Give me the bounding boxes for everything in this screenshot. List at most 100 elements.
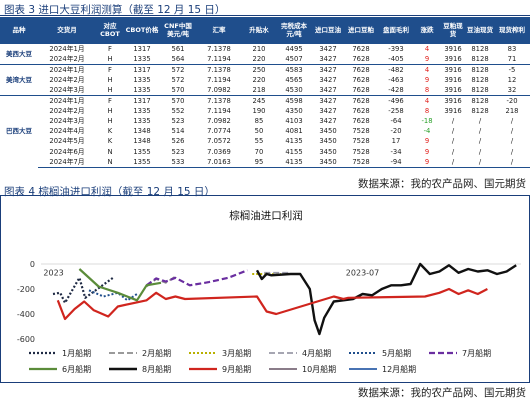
y-tick-label: -400	[17, 310, 35, 319]
table-cell: 7628	[344, 94, 378, 106]
table-cell: /	[440, 156, 466, 168]
table-cell: 7.1378	[196, 94, 242, 106]
table-header-cell: 豆油现货	[466, 17, 494, 43]
table-cell: 50	[254, 127, 264, 136]
table-cell: 523	[171, 116, 185, 125]
series-line-0	[52, 276, 114, 304]
table-cell: 3427	[312, 42, 344, 54]
table-cell: 3427	[312, 63, 344, 75]
table-cell: 3427	[319, 54, 337, 63]
table-cell: 9	[424, 54, 430, 63]
table-cell: K	[107, 127, 113, 136]
table-cell: -393	[378, 42, 414, 54]
table-cell: 552	[171, 106, 185, 115]
table-cell: 1335	[133, 75, 151, 84]
table-cell: 4598	[276, 94, 312, 106]
table-cell: 8128	[471, 75, 489, 84]
table-cell: 8128	[466, 42, 494, 54]
table-row: 2024年2月 H 1335 564 7.1194 220 4507 3427 7628 -405…	[0, 54, 530, 65]
table-cell: 3450	[319, 127, 337, 136]
table-cell: 564	[171, 54, 185, 63]
table-cell: 70	[254, 147, 264, 156]
table-cell: 1335	[133, 116, 151, 125]
table-cell: 2024年2月	[49, 106, 85, 115]
table-header-cell: 盘面毛利	[378, 17, 414, 43]
table-cell: 4	[414, 63, 440, 75]
table-cell: 3916	[440, 94, 466, 106]
table-cell: 9	[424, 137, 430, 146]
legend-label: 3月船期	[222, 348, 251, 358]
table-cell: 2024年4月	[49, 127, 85, 136]
table-cell: 7628	[344, 42, 378, 54]
table-cell: K	[107, 137, 113, 146]
table-cell: 3450	[319, 147, 337, 156]
table-header-cell: 完税成本元/吨	[276, 17, 312, 43]
table-cell: 218	[252, 85, 266, 94]
group-label: 美西大豆	[0, 42, 38, 64]
table-cell: 572	[171, 75, 185, 84]
table-cell: 3427	[319, 75, 337, 84]
table-cell: 2024年2月	[49, 54, 85, 63]
table-cell: 2024年3月	[49, 85, 85, 94]
series-line-6	[78, 268, 162, 302]
table-cell: 1317	[124, 63, 160, 75]
table-cell: H	[107, 75, 113, 84]
table-row: 2024年3月 H 1335 570 7.0982 218 4530 3427 7628 -428…	[0, 85, 530, 96]
table-cell: 7.0572	[207, 137, 231, 146]
table-header-cell: 涨跌	[414, 17, 440, 43]
table-cell: -20	[494, 94, 530, 106]
table-cell: 2024年1月	[38, 94, 96, 106]
table-cell: 1335	[133, 85, 151, 94]
table-cell: 250	[242, 63, 276, 75]
legend-label: 6月船期	[62, 364, 91, 374]
table-cell: 3916	[444, 75, 462, 84]
table-cell: 7528	[344, 156, 378, 168]
table-cell: /	[478, 147, 482, 156]
table-row: 巴西大豆 2024年1月 F 1317 570 7.1378 245 4598 3427 7628…	[0, 94, 530, 168]
table-cell: 4155	[285, 147, 303, 156]
table-header-cell: 豆粕现货	[440, 17, 466, 43]
table-cell: 1348	[133, 127, 151, 136]
table-cell: 17	[391, 137, 401, 146]
table-cell: 514	[171, 127, 185, 136]
table-cell: 3916	[444, 106, 462, 115]
table-cell: 1317	[124, 94, 160, 106]
table-cell: H	[107, 54, 113, 63]
table-cell: 8	[424, 85, 430, 94]
table-cell: -496	[378, 94, 414, 106]
legend-label: 7月船期	[462, 348, 491, 358]
table-cell: 7628	[352, 116, 370, 125]
series-line-8	[56, 287, 488, 321]
table-cell: 526	[171, 137, 185, 146]
table-cell: 7628	[352, 106, 370, 115]
table-cell: 1348	[133, 137, 151, 146]
table-cell: F	[96, 42, 124, 54]
table-cell: 245	[242, 94, 276, 106]
legend-label: 2月船期	[142, 348, 171, 358]
table-header-cell: 交货月	[38, 17, 96, 43]
table-cell: 4	[414, 94, 440, 106]
table-header-cell: 升贴水	[242, 17, 276, 43]
y-tick-label: -200	[17, 285, 35, 294]
table-cell: -463	[388, 75, 404, 84]
legend-label: 8月船期	[142, 364, 171, 374]
table-cell: 7528	[352, 127, 370, 136]
table-cell: 7.1194	[207, 75, 231, 84]
chart-annotation: 2023	[43, 268, 63, 277]
table-cell: -428	[388, 85, 404, 94]
table-cell: -5	[494, 63, 530, 75]
table-cell: 523	[171, 147, 185, 156]
table-cell: /	[494, 156, 530, 168]
table-source-note: 数据来源：我的农产品网、国元期货	[358, 178, 526, 190]
table-cell: 570	[171, 85, 185, 94]
table-cell: 8	[424, 106, 430, 115]
table-cell: 3916	[440, 42, 466, 54]
table-cell: H	[107, 106, 113, 115]
table-cell: N	[107, 147, 113, 156]
table-cell: 8128	[471, 106, 489, 115]
table-cell: 2024年3月	[49, 116, 85, 125]
table-cell: /	[451, 137, 455, 146]
table-cell: 7528	[352, 147, 370, 156]
table-header-cell: 汇率	[196, 17, 242, 43]
table-cell: 4565	[285, 75, 303, 84]
